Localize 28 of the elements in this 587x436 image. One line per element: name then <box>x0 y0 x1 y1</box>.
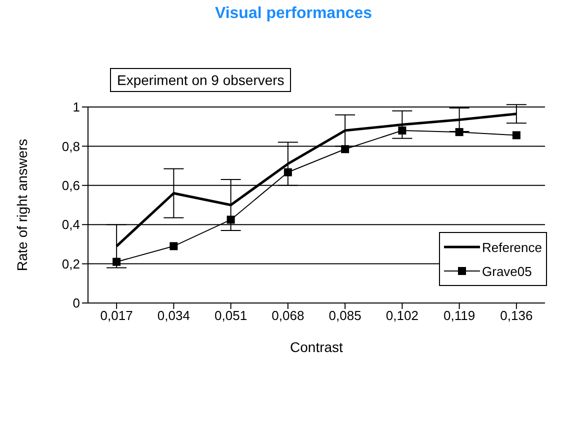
y-tick-label: 0,8 <box>62 138 80 154</box>
point <box>284 168 292 176</box>
x-tick-label: 0,102 <box>386 308 418 324</box>
y-axis-title: Rate of right answers <box>14 138 30 272</box>
y-tick-label: 0,2 <box>62 256 80 272</box>
legend-label: Grave05 <box>482 264 532 278</box>
y-tick-label: 0,6 <box>62 178 80 194</box>
point <box>398 126 406 135</box>
x-tick-label: 0,119 <box>444 308 476 324</box>
y-tick-label: 0,4 <box>62 217 80 232</box>
point <box>226 216 235 224</box>
point <box>170 242 178 250</box>
y-tick-label: 0 <box>72 296 80 311</box>
x-tick-label: 0,017 <box>100 308 133 324</box>
point <box>512 131 520 140</box>
x-tick-label: 0,136 <box>500 308 533 324</box>
legend-label: Reference <box>482 240 542 254</box>
chart-title: Visual performances <box>214 5 374 23</box>
x-tick-label: 0,068 <box>272 308 304 324</box>
point <box>112 258 121 266</box>
y-tick-label: 1 <box>72 100 80 115</box>
point <box>341 145 350 154</box>
text: Experiment on 9 observers <box>110 68 292 92</box>
x-tick-label: 0,051 <box>214 308 248 324</box>
x-tick-label: 0,034 <box>157 308 190 324</box>
x-tick-label: 0,085 <box>328 308 362 324</box>
point <box>455 128 464 136</box>
x-axis-title: Contrast <box>290 339 344 355</box>
